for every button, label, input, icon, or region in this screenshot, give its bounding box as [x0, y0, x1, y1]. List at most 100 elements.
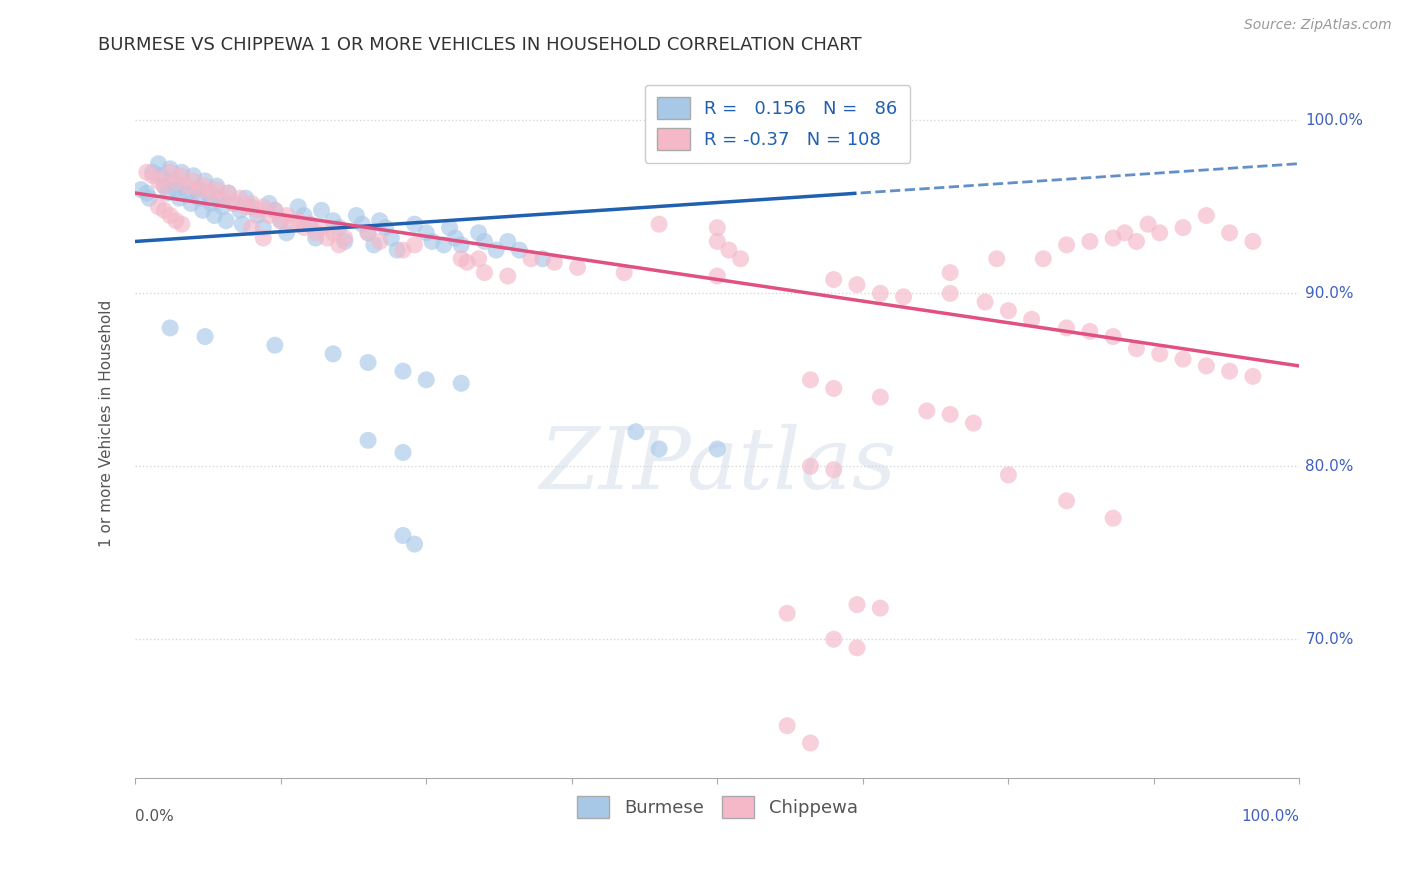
Point	[1219, 226, 1241, 240]
Point	[823, 381, 845, 395]
Point	[191, 203, 214, 218]
Point	[165, 174, 187, 188]
Point	[211, 200, 233, 214]
Point	[1102, 329, 1125, 343]
Point	[135, 186, 157, 200]
Point	[846, 640, 869, 655]
Point	[799, 736, 821, 750]
Point	[305, 226, 328, 240]
Point	[823, 632, 845, 647]
Point	[1171, 220, 1194, 235]
Point	[148, 174, 170, 188]
Point	[270, 213, 292, 227]
Point	[648, 442, 671, 456]
Point	[846, 277, 869, 292]
Point	[374, 220, 396, 235]
Point	[270, 213, 292, 227]
Point	[292, 220, 315, 235]
Point	[939, 286, 962, 301]
Point	[1056, 494, 1078, 508]
Point	[450, 376, 472, 391]
Point	[730, 252, 752, 266]
Point	[496, 268, 519, 283]
Point	[1195, 209, 1218, 223]
Point	[415, 226, 437, 240]
Point	[444, 231, 467, 245]
Point	[184, 183, 207, 197]
Point	[1078, 325, 1101, 339]
Point	[392, 364, 415, 378]
Point	[1114, 226, 1136, 240]
Point	[180, 196, 202, 211]
Point	[183, 174, 205, 188]
Point	[415, 373, 437, 387]
Y-axis label: 1 or more Vehicles in Household: 1 or more Vehicles in Household	[100, 300, 114, 547]
Text: 80.0%: 80.0%	[1305, 458, 1354, 474]
Point	[357, 226, 380, 240]
Point	[276, 226, 298, 240]
Point	[893, 290, 915, 304]
Point	[467, 252, 489, 266]
Point	[135, 165, 157, 179]
Point	[229, 191, 252, 205]
Point	[823, 272, 845, 286]
Point	[392, 445, 415, 459]
Point	[869, 601, 891, 615]
Text: 100.0%: 100.0%	[1305, 113, 1364, 128]
Point	[142, 169, 165, 183]
Point	[195, 186, 218, 200]
Point	[165, 183, 187, 197]
Point	[799, 459, 821, 474]
Point	[176, 186, 198, 200]
Point	[170, 217, 193, 231]
Point	[183, 169, 205, 183]
Point	[159, 161, 181, 176]
Point	[450, 252, 472, 266]
Point	[1149, 347, 1171, 361]
Text: 100.0%: 100.0%	[1241, 809, 1299, 824]
Point	[217, 186, 239, 200]
Point	[240, 196, 263, 211]
Point	[322, 226, 344, 240]
Point	[846, 598, 869, 612]
Point	[240, 200, 263, 214]
Text: 0.0%: 0.0%	[135, 809, 174, 824]
Point	[1102, 511, 1125, 525]
Point	[333, 235, 356, 249]
Point	[257, 196, 280, 211]
Point	[404, 238, 426, 252]
Point	[474, 235, 496, 249]
Point	[368, 235, 391, 249]
Point	[344, 209, 367, 223]
Text: Source: ZipAtlas.com: Source: ZipAtlas.com	[1244, 18, 1392, 32]
Point	[1195, 359, 1218, 373]
Point	[159, 321, 181, 335]
Point	[156, 186, 179, 200]
Point	[281, 217, 304, 231]
Point	[142, 165, 165, 179]
Point	[202, 209, 225, 223]
Point	[287, 200, 309, 214]
Point	[1021, 312, 1043, 326]
Point	[246, 203, 269, 218]
Point	[1241, 235, 1264, 249]
Point	[305, 231, 328, 245]
Point	[292, 209, 315, 223]
Point	[328, 220, 350, 235]
Point	[194, 174, 217, 188]
Point	[188, 191, 211, 205]
Point	[153, 203, 176, 218]
Point	[162, 174, 184, 188]
Point	[252, 231, 274, 245]
Point	[997, 303, 1019, 318]
Point	[997, 467, 1019, 482]
Point	[165, 213, 187, 227]
Text: 90.0%: 90.0%	[1305, 285, 1354, 301]
Point	[915, 404, 938, 418]
Point	[264, 203, 287, 218]
Point	[322, 347, 344, 361]
Point	[276, 209, 298, 223]
Point	[404, 217, 426, 231]
Point	[496, 235, 519, 249]
Point	[129, 183, 152, 197]
